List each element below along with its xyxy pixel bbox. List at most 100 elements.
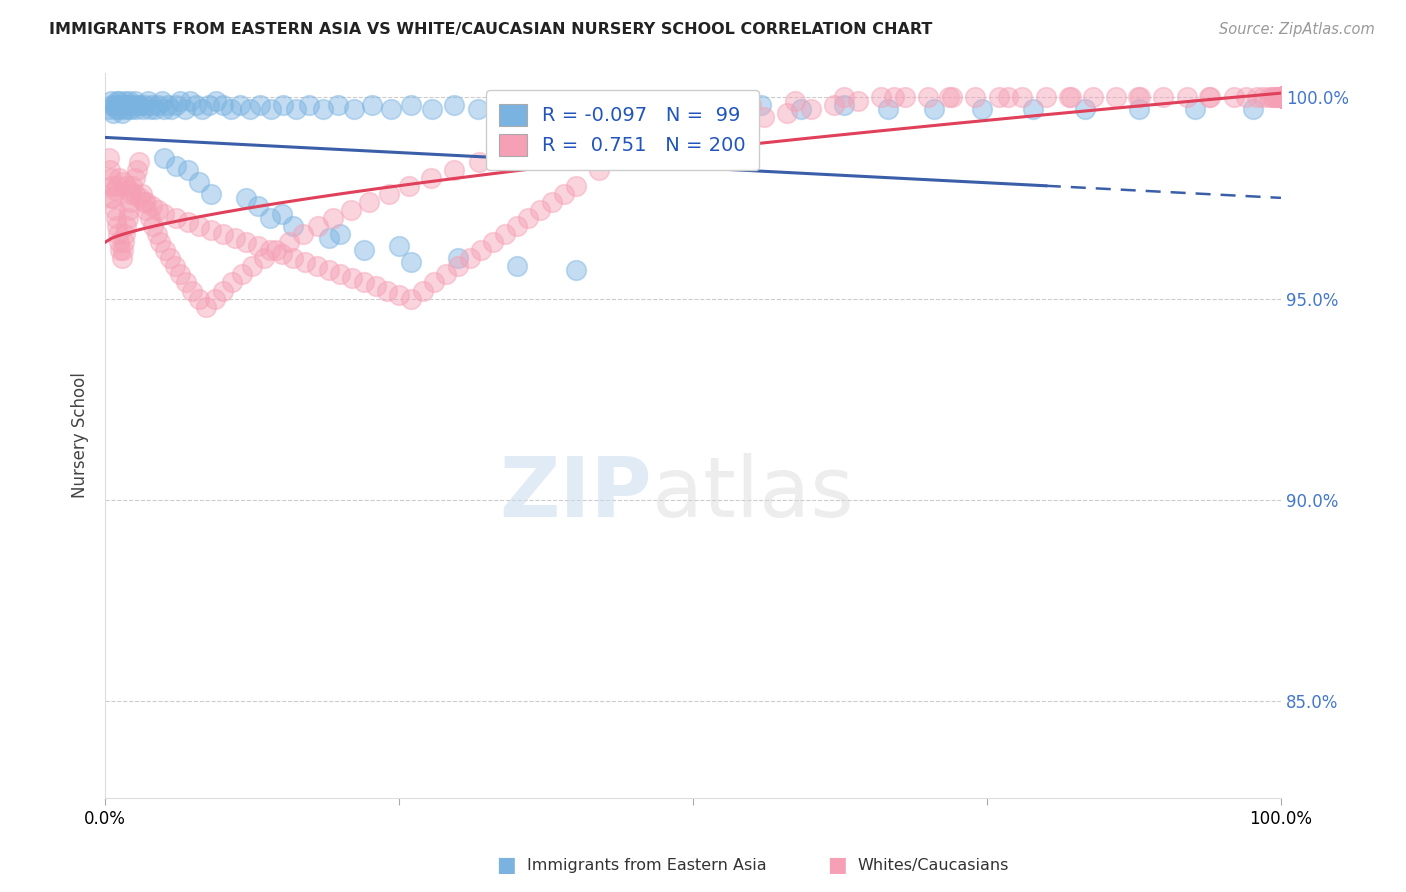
Point — [1270, 90, 1292, 104]
Point — [1270, 90, 1292, 104]
Point — [1223, 90, 1246, 104]
Point — [972, 102, 994, 116]
Point — [434, 268, 457, 282]
Point — [146, 202, 169, 217]
Point — [588, 162, 610, 177]
Point — [188, 175, 211, 189]
Point — [100, 94, 122, 108]
Point — [941, 90, 963, 104]
Point — [706, 119, 728, 133]
Point — [1241, 102, 1264, 116]
Point — [211, 98, 233, 112]
Point — [121, 178, 143, 193]
Point — [640, 102, 662, 116]
Point — [121, 98, 143, 112]
Point — [399, 255, 422, 269]
Point — [1270, 90, 1292, 104]
Point — [917, 90, 939, 104]
Point — [658, 130, 681, 145]
Legend: R = -0.097   N =  99, R =  0.751   N = 200: R = -0.097 N = 99, R = 0.751 N = 200 — [485, 90, 759, 169]
Point — [134, 98, 156, 112]
Point — [283, 219, 305, 233]
Point — [229, 98, 252, 112]
Point — [443, 162, 465, 177]
Point — [420, 102, 443, 116]
Point — [965, 90, 987, 104]
Point — [211, 227, 233, 241]
Point — [1270, 90, 1292, 104]
Point — [135, 194, 157, 209]
Point — [318, 263, 340, 277]
Point — [100, 191, 122, 205]
Point — [297, 98, 319, 112]
Point — [181, 284, 204, 298]
Point — [195, 300, 218, 314]
Point — [124, 170, 146, 185]
Point — [1270, 90, 1292, 104]
Point — [165, 159, 187, 173]
Point — [124, 94, 146, 108]
Point — [127, 98, 149, 112]
Point — [364, 279, 387, 293]
Point — [523, 138, 546, 153]
Text: atlas: atlas — [652, 453, 853, 534]
Point — [1059, 90, 1081, 104]
Point — [1270, 90, 1292, 104]
Point — [377, 284, 399, 298]
Point — [776, 106, 799, 120]
Point — [752, 110, 775, 124]
Point — [188, 292, 211, 306]
Point — [97, 151, 120, 165]
Point — [1270, 90, 1292, 104]
Point — [1268, 90, 1291, 104]
Point — [200, 186, 222, 201]
Point — [235, 191, 257, 205]
Point — [546, 98, 568, 112]
Point — [277, 235, 299, 250]
Point — [1270, 90, 1292, 104]
Point — [606, 98, 628, 112]
Point — [361, 98, 384, 112]
Point — [506, 260, 529, 274]
Point — [153, 244, 176, 258]
Point — [675, 98, 697, 112]
Point — [176, 276, 198, 290]
Point — [800, 102, 823, 116]
Point — [118, 183, 141, 197]
Point — [1198, 90, 1220, 104]
Point — [883, 90, 905, 104]
Point — [115, 219, 138, 233]
Point — [1260, 90, 1282, 104]
Point — [142, 219, 165, 233]
Point — [517, 102, 540, 116]
Point — [938, 90, 960, 104]
Point — [312, 102, 335, 116]
Point — [458, 252, 481, 266]
Point — [343, 102, 366, 116]
Point — [1270, 90, 1292, 104]
Point — [111, 98, 134, 112]
Point — [224, 231, 246, 245]
Point — [247, 239, 270, 253]
Point — [132, 194, 155, 209]
Point — [219, 102, 242, 116]
Point — [103, 191, 125, 205]
Point — [877, 102, 900, 116]
Point — [176, 162, 198, 177]
Point — [1263, 90, 1285, 104]
Point — [353, 244, 375, 258]
Point — [221, 276, 243, 290]
Point — [1270, 90, 1292, 104]
Point — [1253, 90, 1275, 104]
Point — [823, 98, 845, 112]
Point — [1265, 90, 1288, 104]
Point — [1059, 90, 1081, 104]
Point — [235, 235, 257, 250]
Point — [264, 244, 287, 258]
Point — [149, 235, 172, 250]
Point — [107, 227, 129, 241]
Point — [586, 122, 609, 136]
Point — [111, 175, 134, 189]
Point — [271, 98, 294, 112]
Point — [554, 130, 576, 145]
